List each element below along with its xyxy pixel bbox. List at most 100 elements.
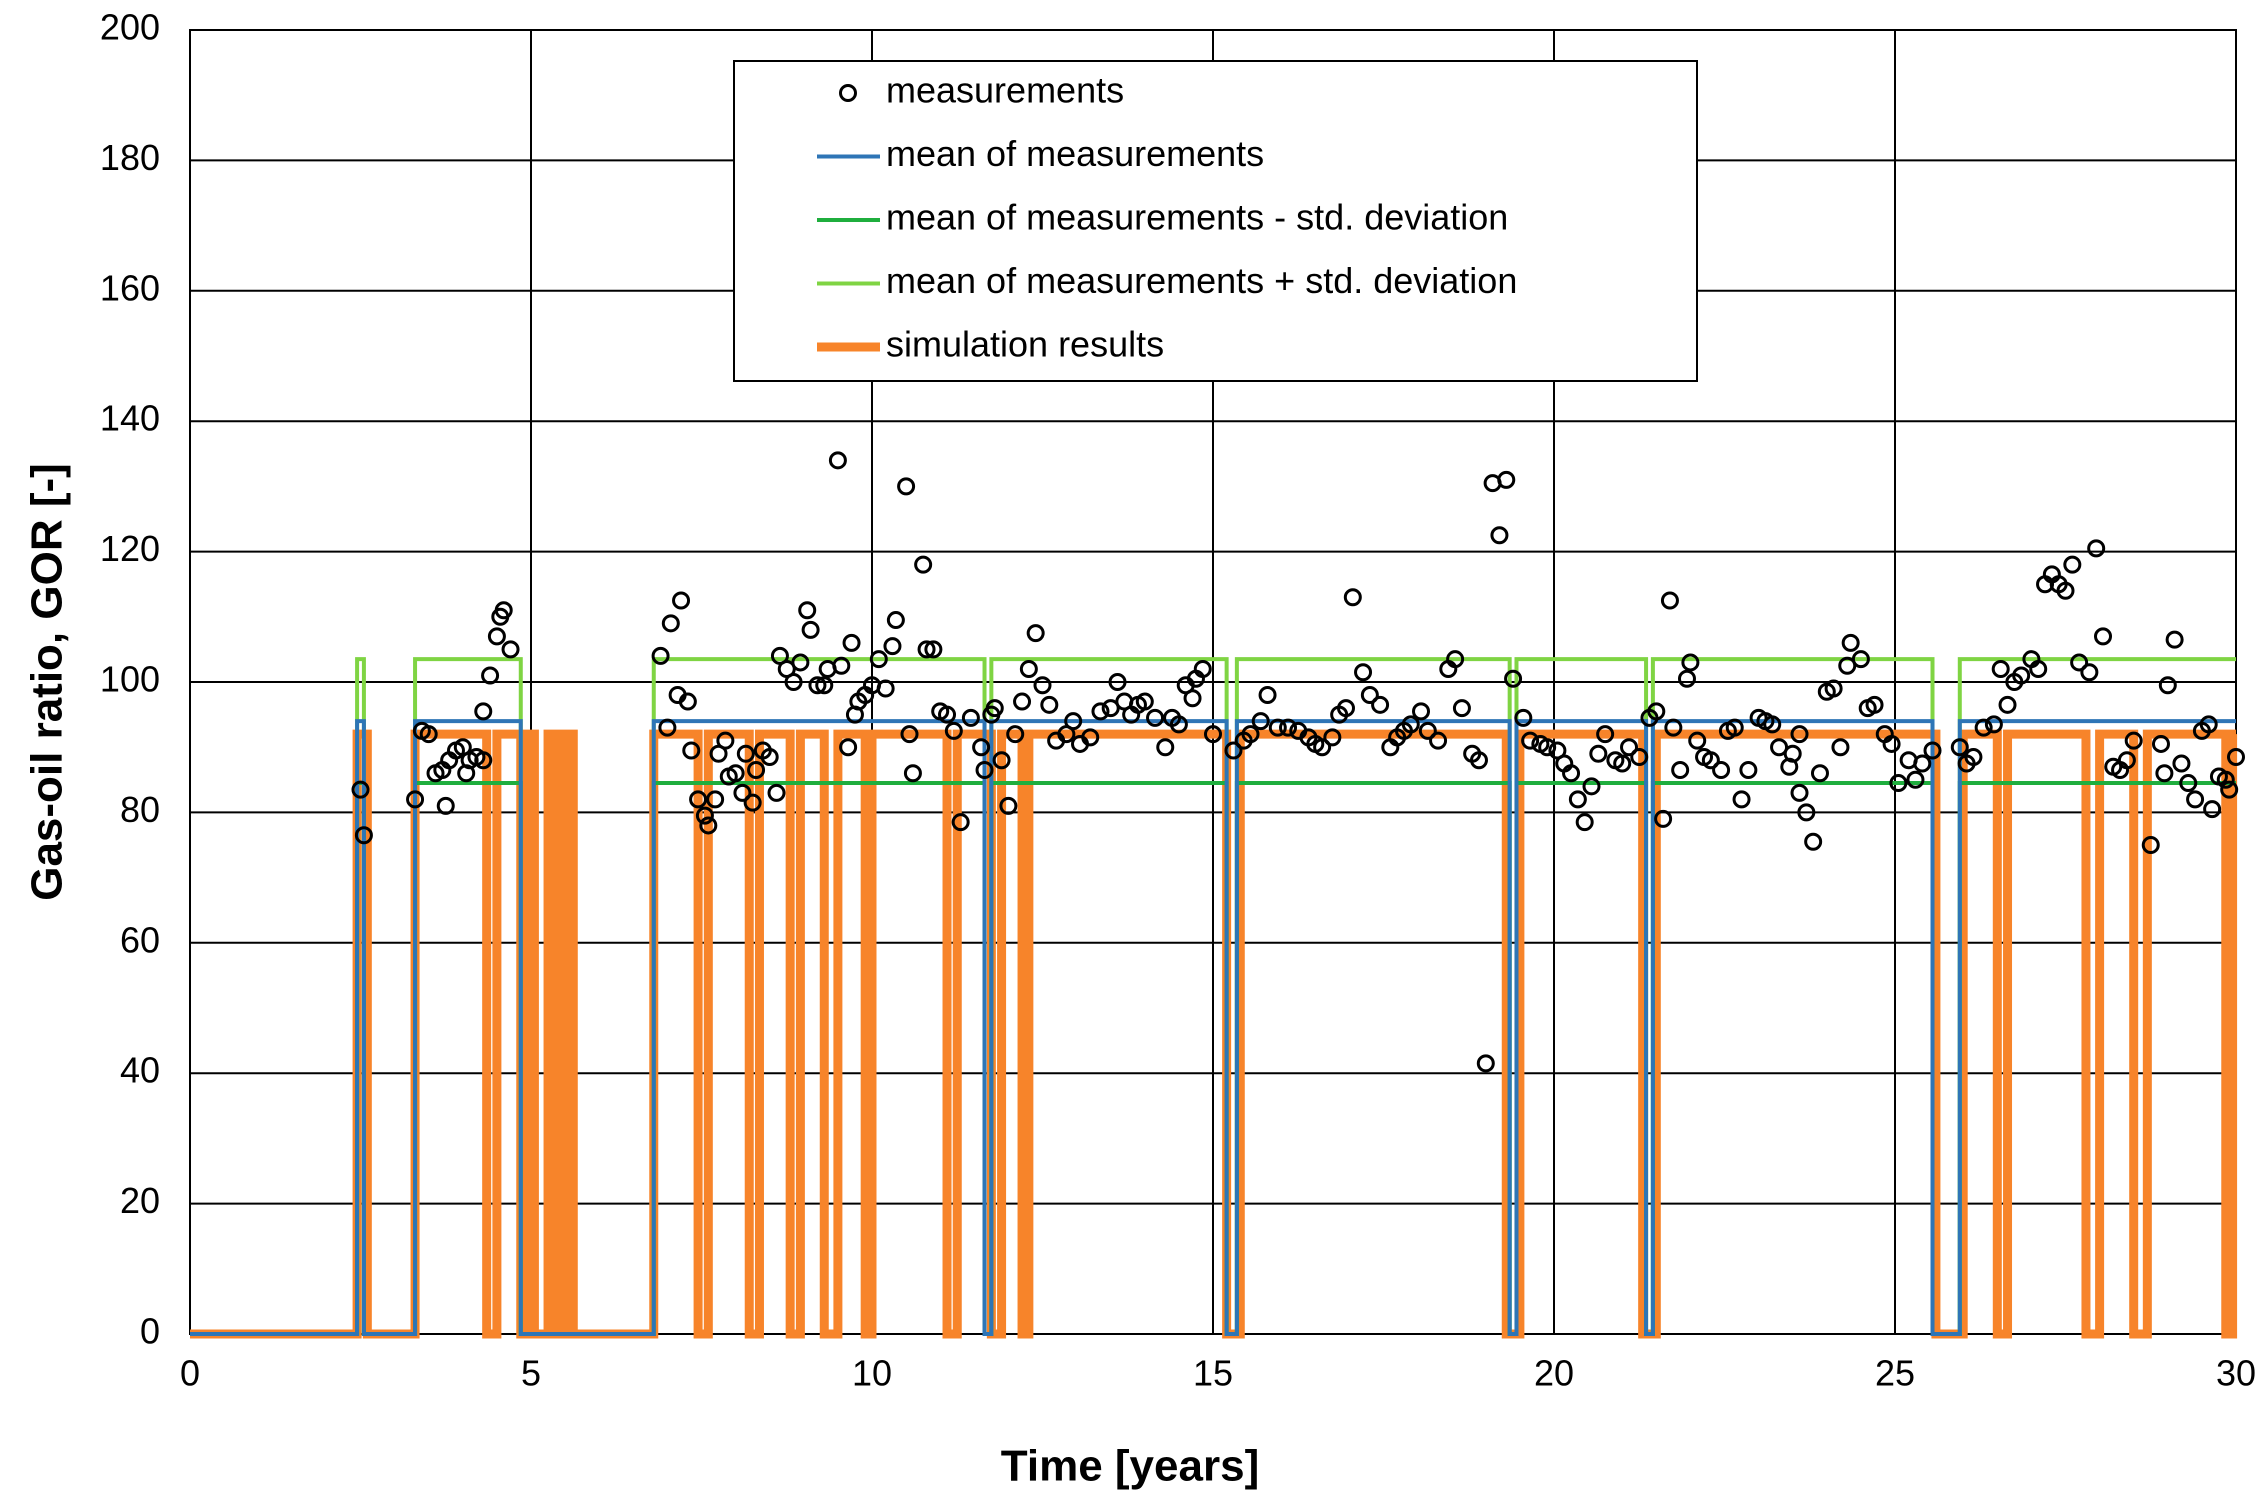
plot-series <box>190 451 2245 1339</box>
x-tick-label: 5 <box>521 1353 541 1394</box>
measurement-point <box>1620 738 1639 757</box>
measurement-point <box>1804 832 1823 851</box>
legend-label: mean of measurements <box>886 133 1264 174</box>
measurement-point <box>2124 731 2143 750</box>
measurement-point <box>903 764 922 783</box>
measurement-point <box>672 591 691 610</box>
measurement-point <box>1504 669 1523 688</box>
x-tick-label: 25 <box>1875 1353 1915 1394</box>
measurement-point <box>808 676 827 695</box>
measurement-point <box>944 721 963 740</box>
series-line <box>190 729 2238 1339</box>
measurement-point <box>501 640 520 659</box>
x-axis-title: Time [years] <box>1001 1442 1259 1491</box>
measurement-point <box>2141 836 2160 854</box>
measurement-point <box>1824 679 1843 698</box>
measurement-point <box>1183 689 1202 708</box>
measurement-point <box>1146 708 1165 727</box>
measurement-point <box>1810 764 1829 783</box>
measurement-point <box>1360 686 1379 705</box>
measurement-point <box>1081 728 1100 747</box>
measurement-point <box>1371 695 1390 714</box>
measurement-point <box>2165 630 2184 649</box>
measurement-point <box>1452 699 1471 718</box>
measurement-point <box>985 699 1004 718</box>
measurement-point <box>869 650 888 669</box>
measurement-point <box>1783 744 1802 763</box>
measurement-point <box>1026 624 1045 643</box>
measurement-point <box>2227 747 2245 766</box>
measurement-point <box>736 744 755 763</box>
measurement-point <box>2151 734 2170 753</box>
measurement-point <box>798 601 817 620</box>
measurement-point <box>972 738 991 757</box>
measurement-point <box>1169 715 1188 734</box>
measurement-point <box>767 783 786 802</box>
measurement-point <box>1841 633 1860 652</box>
measurement-point <box>436 796 455 815</box>
x-tick-label: 0 <box>180 1353 200 1394</box>
legend: measurements mean of measurements mean of … <box>733 60 1698 382</box>
measurement-point <box>1797 803 1816 822</box>
measurement-point <box>354 826 373 845</box>
measurement-point <box>1984 715 2003 734</box>
measurement-point <box>1013 692 1032 711</box>
measurement-point <box>733 783 752 802</box>
measurement-point <box>1193 659 1212 678</box>
y-tick-label: 100 <box>100 659 160 700</box>
measurement-point <box>1019 659 1038 678</box>
measurement-point <box>2080 663 2099 682</box>
measurement-point <box>1790 783 1809 802</box>
measurement-point <box>1313 738 1332 757</box>
measurement-point <box>1268 718 1287 737</box>
measurement-point <box>900 725 919 744</box>
measurement-point <box>743 793 762 812</box>
measurement-point <box>842 633 861 652</box>
measurement-point <box>1889 774 1908 793</box>
legend-label: mean of measurements + std. deviation <box>886 260 1517 301</box>
measurement-point <box>1006 725 1025 744</box>
measurement-point <box>975 761 994 780</box>
measurement-point <box>474 751 493 770</box>
measurement-point <box>886 611 905 630</box>
measurement-point <box>917 640 936 659</box>
measurement-point <box>1401 715 1420 734</box>
plot-border <box>189 29 2237 1335</box>
measurement-point <box>784 673 803 691</box>
measurement-point <box>1790 725 1809 744</box>
measurement-point <box>961 708 980 727</box>
measurement-point <box>897 477 916 496</box>
measurement-point <box>2012 666 2031 685</box>
measurement-point <box>883 637 902 656</box>
measurement-point <box>1476 1054 1495 1073</box>
measurement-point <box>481 666 500 685</box>
measurement-point <box>716 731 735 750</box>
measurement-point <box>951 813 970 832</box>
measurement-point <box>1412 702 1431 721</box>
measurement-point <box>351 780 370 799</box>
measurement-point <box>1647 702 1666 721</box>
measurement-point <box>828 451 847 470</box>
measurement-point <box>2063 555 2082 574</box>
measurement-point <box>1701 751 1720 770</box>
measurement-point <box>1040 695 1059 714</box>
measurement-point <box>1354 663 1373 682</box>
measurement-point <box>1251 712 1270 731</box>
measurement-point <box>699 816 718 835</box>
measurement-point <box>1681 653 1700 672</box>
legend-label: mean of measurements - std. deviation <box>886 197 1508 238</box>
measurement-point <box>1135 692 1154 711</box>
legend-marker <box>839 84 857 102</box>
measurement-point <box>1204 725 1222 744</box>
measurement-point <box>1562 764 1581 783</box>
y-axis-title: Gas-oil ratio, GOR [-] <box>23 463 72 901</box>
y-tick-label: 80 <box>120 789 160 830</box>
measurement-point <box>1323 728 1342 747</box>
x-tick-label: 20 <box>1534 1353 1574 1394</box>
measurement-point <box>1091 702 1110 721</box>
measurement-point <box>419 725 438 744</box>
measurement-point <box>1582 777 1601 796</box>
measurement-point <box>1688 731 1707 750</box>
measurement-point <box>938 705 957 724</box>
